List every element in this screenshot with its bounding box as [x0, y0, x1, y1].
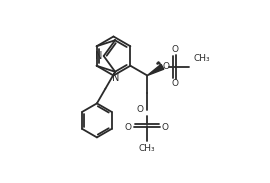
Text: N: N — [113, 73, 120, 83]
Text: O: O — [163, 62, 170, 71]
Polygon shape — [147, 64, 164, 76]
Text: O: O — [125, 123, 132, 132]
Text: CH₃: CH₃ — [194, 54, 210, 63]
Text: O: O — [162, 123, 169, 132]
Text: O: O — [172, 79, 179, 88]
Text: O: O — [172, 45, 179, 54]
Text: O: O — [137, 105, 144, 114]
Text: CH₃: CH₃ — [139, 144, 156, 153]
Text: N: N — [94, 51, 102, 61]
